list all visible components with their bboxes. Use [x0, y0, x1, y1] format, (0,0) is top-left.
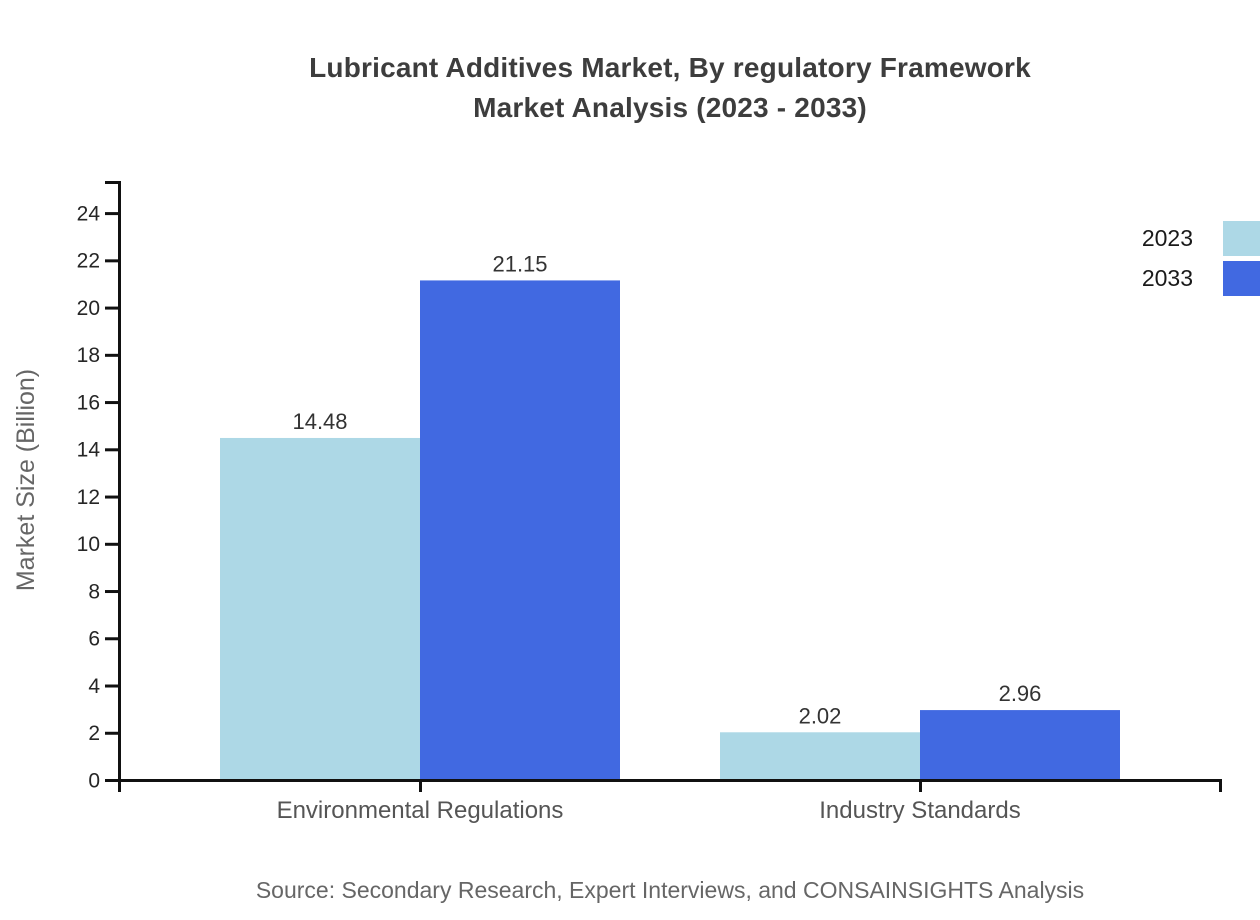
y-tick-label-12: 12: [77, 486, 100, 509]
x-category-label-environmental-regulations: Environmental Regulations: [277, 797, 564, 824]
value-label-2033-environmental-regulations: 21.15: [492, 251, 547, 276]
value-label-2033-industry-standards: 2.96: [999, 681, 1042, 706]
legend: 2023 2033: [1142, 218, 1260, 298]
bars-layer: [220, 280, 1120, 780]
x-category-label-industry-standards: Industry Standards: [819, 797, 1020, 824]
legend-swatch-2023: [1223, 220, 1260, 256]
y-tick-label-2: 2: [88, 722, 100, 745]
legend-swatch-2033: [1223, 260, 1260, 296]
bar-2023-environmental-regulations: [220, 437, 420, 780]
bar-2023-industry-standards: [720, 732, 920, 780]
y-tick-label-8: 8: [88, 580, 100, 603]
labels-layer: 14.4821.152.022.96024681012141618202224E…: [77, 202, 1042, 824]
axes-layer: [105, 181, 1222, 792]
source-note: Source: Secondary Research, Expert Inter…: [255, 877, 1085, 903]
legend-label-2023: 2023: [1141, 224, 1193, 251]
y-tick-label-0: 0: [88, 769, 100, 792]
y-tick-label-18: 18: [77, 344, 100, 367]
y-tick-label-14: 14: [77, 439, 101, 462]
legend-label-2033: 2033: [1141, 264, 1193, 291]
y-tick-label-20: 20: [77, 297, 100, 320]
y-tick-label-22: 22: [77, 250, 100, 273]
chart-title: Lubricant Additives Market, By regulator…: [80, 48, 1260, 128]
value-label-2023-industry-standards: 2.02: [799, 703, 842, 728]
chart-title-line2: Market Analysis (2023 - 2033): [473, 92, 867, 123]
bar-2033-environmental-regulations: [420, 280, 620, 780]
chart-title-line1: Lubricant Additives Market, By regulator…: [309, 52, 1031, 83]
y-tick-label-10: 10: [77, 533, 100, 556]
y-tick-label-16: 16: [77, 391, 100, 414]
y-tick-label-24: 24: [77, 202, 101, 225]
legend-item-2033: 2033: [1142, 258, 1260, 298]
legend-item-2023: 2023: [1142, 218, 1260, 258]
y-axis-title: Market Size (Billion): [12, 369, 40, 591]
value-label-2023-environmental-regulations: 14.48: [292, 409, 347, 434]
y-tick-label-6: 6: [88, 628, 100, 651]
y-tick-label-4: 4: [88, 675, 100, 698]
bar-2033-industry-standards: [920, 710, 1120, 780]
